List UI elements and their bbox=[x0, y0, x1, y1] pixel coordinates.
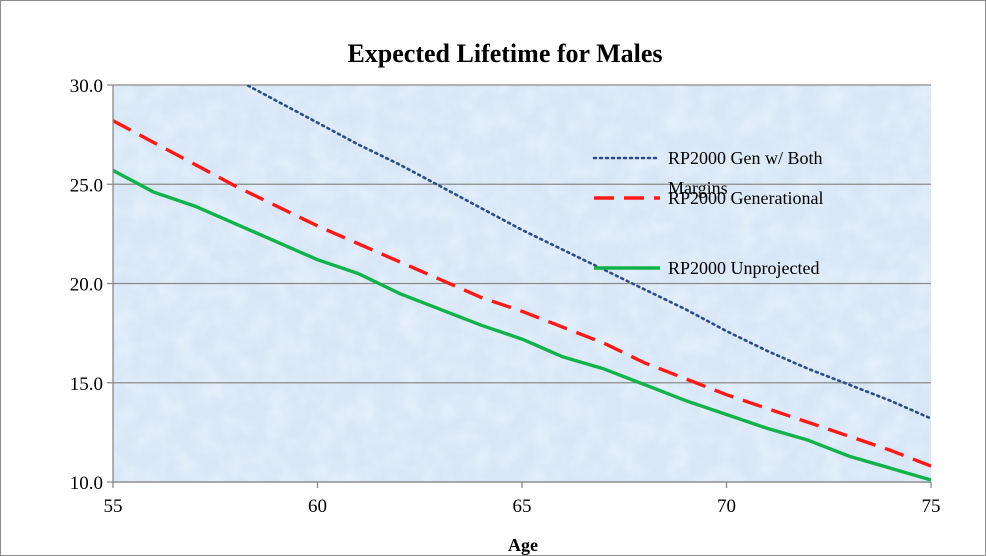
x-tick-label: 55 bbox=[104, 496, 123, 517]
series-line-1 bbox=[244, 85, 931, 420]
series-line-3 bbox=[113, 168, 931, 482]
y-tick-label: 10.0 bbox=[70, 473, 103, 494]
x-tick-label: 60 bbox=[308, 496, 327, 517]
chart-title: Expected Lifetime for Males bbox=[347, 39, 662, 68]
y-tick-label: 30.0 bbox=[70, 76, 103, 97]
x-tick-label: 65 bbox=[513, 496, 532, 517]
x-axis-title: Age bbox=[508, 535, 538, 555]
legend-label-1: RP2000 Gen w/ Both bbox=[668, 148, 823, 168]
legend-label-3: RP2000 Unprojected bbox=[668, 258, 819, 278]
legend-label-1: Margins bbox=[668, 178, 728, 198]
series-line-2 bbox=[113, 119, 931, 468]
y-tick-label: 25.0 bbox=[70, 175, 103, 196]
x-tick-label: 75 bbox=[922, 496, 941, 517]
y-tick-label: 20.0 bbox=[70, 275, 103, 296]
legend-label-2: RP2000 Generational bbox=[668, 188, 823, 208]
x-tick-label: 70 bbox=[717, 496, 736, 517]
y-tick-label: 15.0 bbox=[70, 374, 103, 395]
